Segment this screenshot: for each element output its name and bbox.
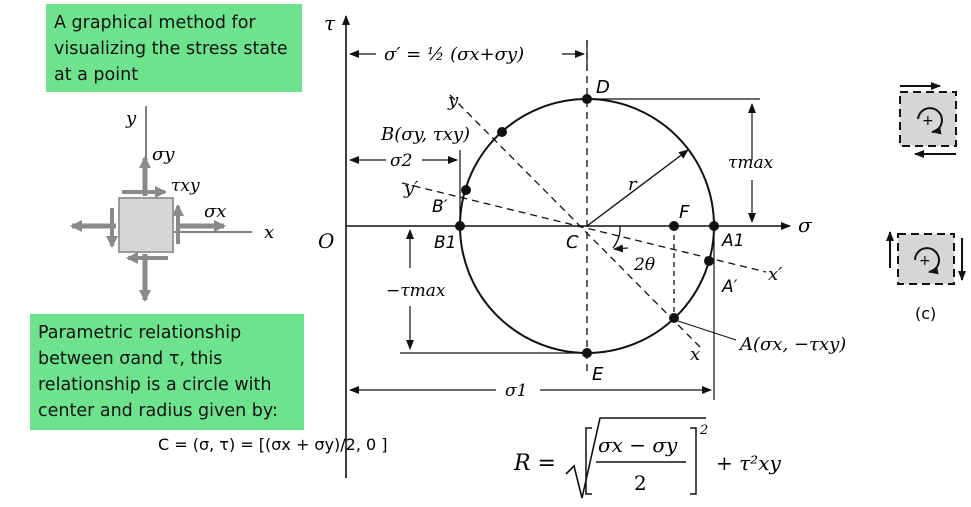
- radius-exponent: 2: [699, 423, 708, 438]
- label-angle: 2θ: [633, 255, 655, 275]
- label-x: x: [690, 344, 700, 365]
- label-a: A(σx, −τxy): [738, 334, 846, 355]
- label-b1: B1: [434, 233, 456, 253]
- element-x-label: x: [264, 222, 274, 243]
- angle-arrow: [613, 244, 629, 253]
- radius-line: [586, 149, 689, 227]
- sqrt-sign: [565, 417, 706, 499]
- sigma-prime-label: σ′ = ½ (σx+σy): [384, 44, 524, 65]
- fig-c-label: (c): [915, 304, 936, 323]
- fig-c-square-top: [899, 91, 957, 147]
- element-y-label: y: [125, 108, 137, 129]
- origin-label: O: [318, 229, 334, 253]
- left-bracket: [585, 427, 592, 495]
- note-parametric-relationship: Parametric relationship between σand τ, …: [30, 314, 304, 430]
- label-y: y: [447, 90, 459, 111]
- label-b: B(σy, τxy): [380, 124, 470, 145]
- point-b: [497, 127, 507, 137]
- label-f: F: [679, 202, 690, 223]
- radius-formula: R = σx − σy 2 2 + τ²xy: [513, 417, 781, 499]
- sigma1-label: σ1: [505, 381, 527, 401]
- sigma-y-label: σy: [152, 144, 175, 165]
- label-c: C: [566, 232, 579, 253]
- point-a: [669, 313, 679, 323]
- label-a-prime: A′: [721, 277, 738, 297]
- label-b-prime: B′: [432, 197, 448, 217]
- point-e: [582, 348, 592, 358]
- sigma-x-label: σx: [204, 201, 226, 222]
- diameter-y-x: [449, 94, 701, 348]
- radius-tail: + τ²xy: [716, 451, 781, 475]
- label-a1: A1: [721, 231, 744, 251]
- center-formula: C = (σ, τ) = [(σx + σy)/2, 0 ]: [158, 435, 388, 454]
- label-d: D: [596, 77, 610, 98]
- radius-denominator: 2: [634, 471, 647, 495]
- diameter-yp-xp: [401, 182, 767, 273]
- fig-c-rotation-bottom: [914, 247, 940, 275]
- label-x-prime: x′: [768, 264, 782, 285]
- tau-axis-label: τ: [324, 11, 336, 35]
- point-f: [669, 221, 679, 231]
- sigma2-label: σ2: [390, 151, 412, 171]
- label-e: E: [592, 364, 604, 385]
- point-a-prime: [704, 256, 714, 266]
- right-bracket: [690, 427, 697, 495]
- tau-max-label: τmax: [728, 153, 774, 173]
- note-graphical-method: A graphical method for visualizing the s…: [46, 4, 302, 92]
- sigma-axis-label: σ: [798, 213, 813, 237]
- neg-tau-max-label: −τmax: [386, 281, 446, 301]
- point-b-prime: [461, 185, 471, 195]
- stress-element: y x σy τxy σx: [70, 106, 274, 302]
- fig-c-plus-top: +: [922, 113, 934, 129]
- element-square: [118, 197, 174, 253]
- label-y-prime: y′: [403, 178, 418, 199]
- angle-arc: [612, 225, 621, 249]
- radius-numerator: σx − σy: [598, 433, 678, 457]
- figure-c: + + (c): [886, 82, 966, 323]
- a-leader: [677, 320, 737, 341]
- point-a1: [709, 221, 719, 231]
- fig-c-plus-bottom: +: [919, 253, 931, 269]
- tau-xy-label: τxy: [171, 176, 200, 196]
- fig-c-rotation-top: [917, 107, 943, 135]
- label-r: r: [628, 174, 638, 195]
- point-d: [582, 94, 592, 104]
- radius-lhs: R =: [513, 451, 556, 476]
- fig-c-square-bottom: [897, 233, 955, 285]
- mohr-circle: τ σ O τmax −τm: [318, 11, 846, 478]
